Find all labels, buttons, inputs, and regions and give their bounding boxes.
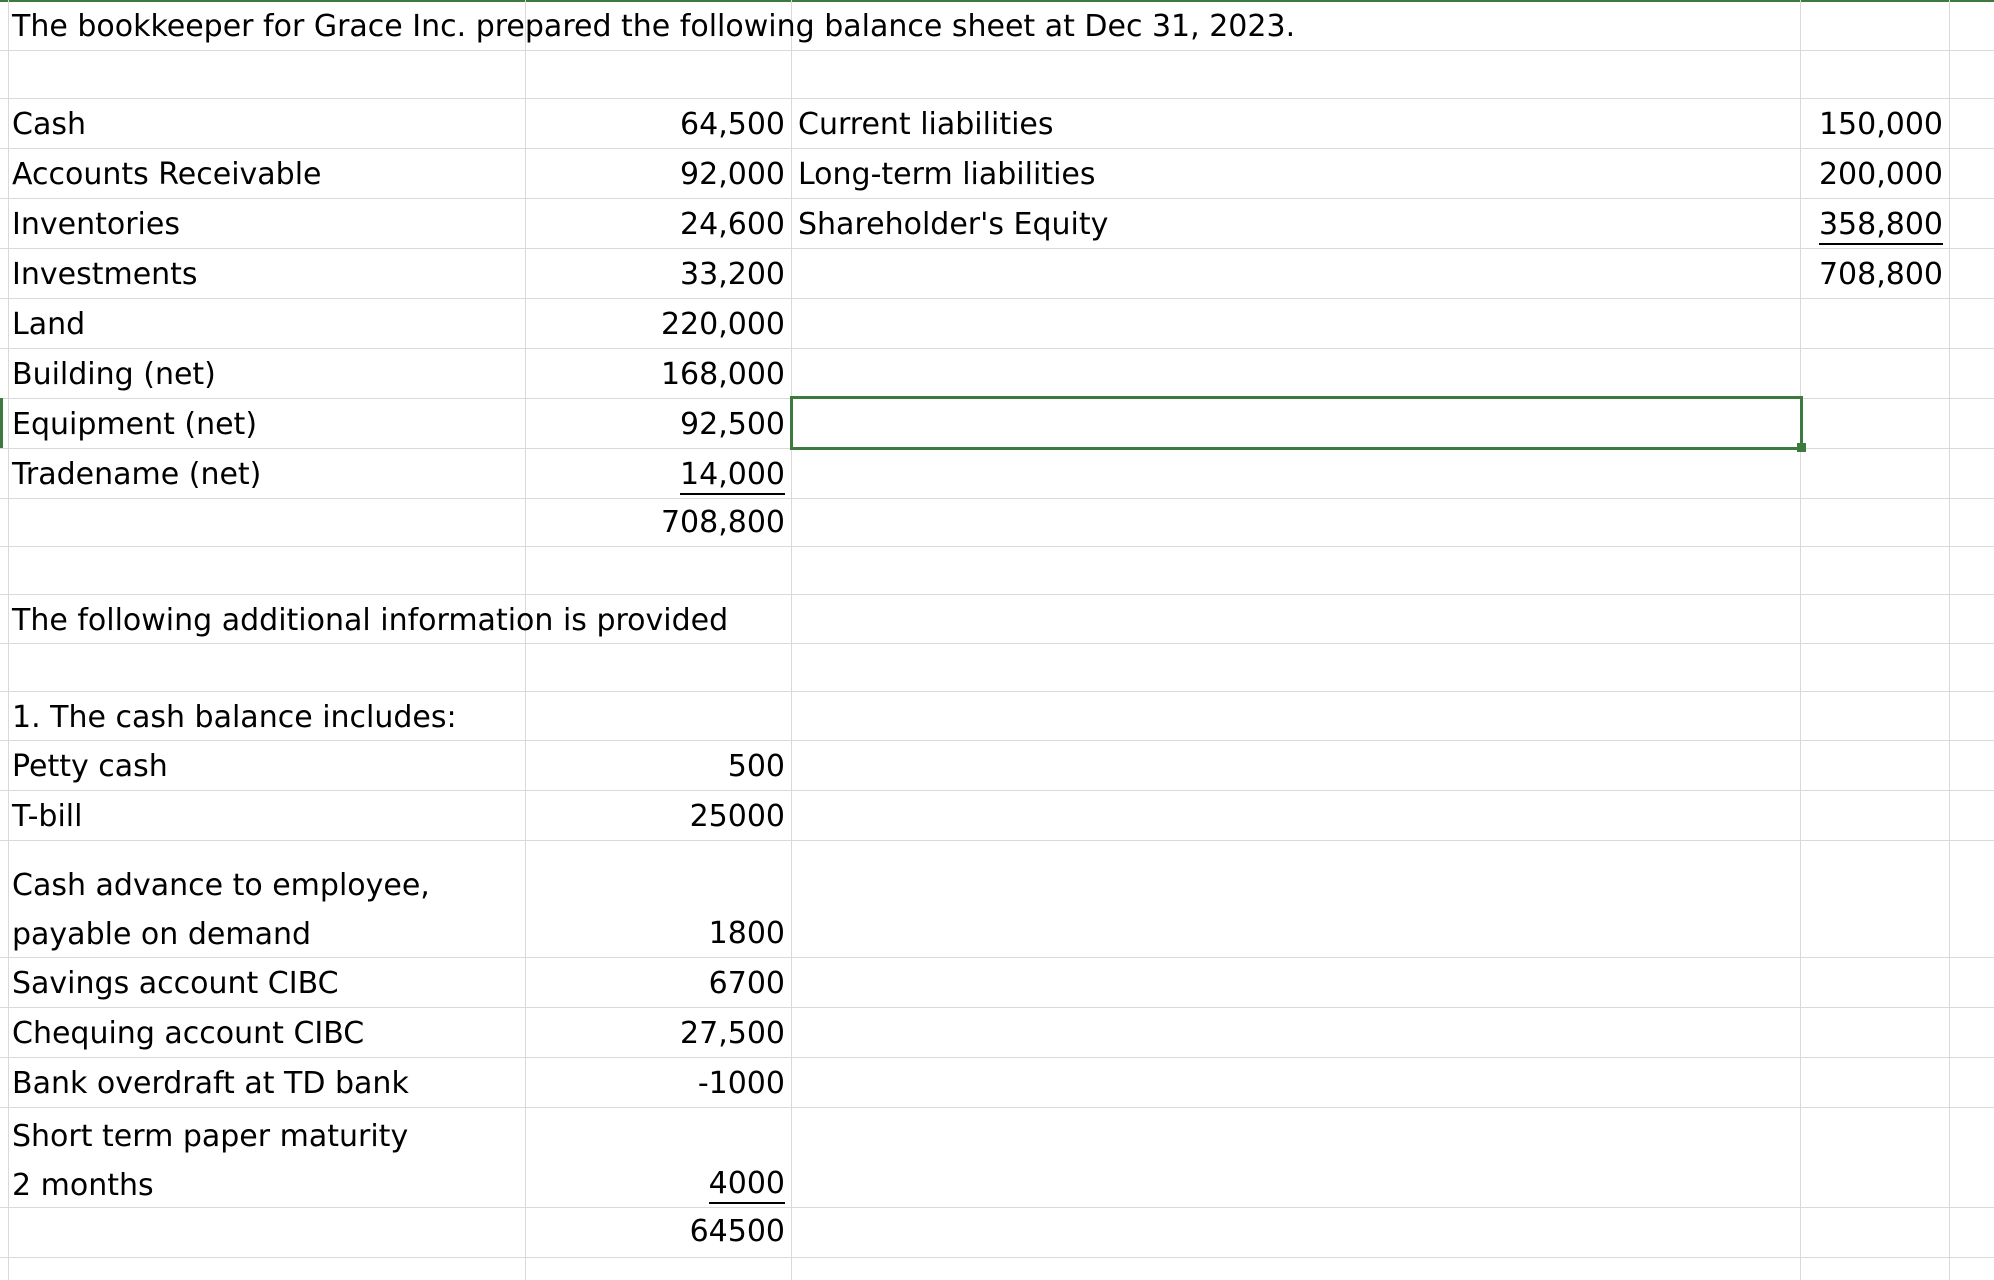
gridline xyxy=(0,840,1994,841)
asset-value-cash[interactable]: 64,500 xyxy=(680,107,785,142)
asset-label-investments[interactable]: Investments xyxy=(12,257,198,292)
cash-breakdown-heading[interactable]: 1. The cash balance includes: xyxy=(12,700,457,735)
cash-item-value[interactable]: 4000 xyxy=(528,1166,785,1204)
gridline xyxy=(0,50,1994,51)
liability-value-current[interactable]: 150,000 xyxy=(1818,107,1943,142)
gridline xyxy=(525,0,526,1280)
asset-value-building[interactable]: 168,000 xyxy=(660,357,785,392)
top-edge xyxy=(0,0,1994,2)
liability-label-current[interactable]: Current liabilities xyxy=(798,107,1054,142)
liability-value-longterm[interactable]: 200,000 xyxy=(1818,157,1943,192)
asset-value-inventories[interactable]: 24,600 xyxy=(680,207,785,242)
cash-item-value[interactable]: 500 xyxy=(727,749,785,784)
additional-info-heading[interactable]: The following additional information is … xyxy=(12,603,729,638)
gridline xyxy=(0,1207,1994,1208)
gridline xyxy=(0,546,1994,547)
active-row-marker xyxy=(0,398,3,448)
cash-item-value[interactable]: 6700 xyxy=(708,966,785,1001)
selected-cell[interactable] xyxy=(790,396,1803,450)
asset-value-tradename[interactable]: 14,000 xyxy=(528,457,785,495)
cash-item-value[interactable]: 1800 xyxy=(708,916,785,951)
gridline xyxy=(0,643,1994,644)
asset-value-ar[interactable]: 92,000 xyxy=(680,157,785,192)
cash-item-value[interactable]: 25000 xyxy=(689,799,785,834)
gridline xyxy=(0,248,1994,249)
equity-value[interactable]: 358,800 xyxy=(1803,207,1943,245)
cash-item-label[interactable]: Short term paper maturity 2 months xyxy=(12,1119,409,1203)
gridline xyxy=(791,0,792,1280)
gridline xyxy=(0,957,1994,958)
gridline xyxy=(0,691,1994,692)
gridline xyxy=(0,98,1994,99)
equity-label[interactable]: Shareholder's Equity xyxy=(798,207,1109,242)
liabilities-total[interactable]: 708,800 xyxy=(1818,257,1943,292)
gridline xyxy=(0,1257,1994,1258)
gridline xyxy=(0,740,1994,741)
gridline xyxy=(0,148,1994,149)
cash-item-label[interactable]: Bank overdraft at TD bank xyxy=(12,1066,409,1101)
asset-label-inventories[interactable]: Inventories xyxy=(12,207,180,242)
cash-item-label[interactable]: Petty cash xyxy=(12,749,168,784)
asset-label-cash[interactable]: Cash xyxy=(12,107,86,142)
gridline xyxy=(0,498,1994,499)
cash-item-label[interactable]: Cash advance to employee, payable on dem… xyxy=(12,868,430,952)
asset-label-land[interactable]: Land xyxy=(12,307,86,342)
cash-item-value-text: 4000 xyxy=(708,1166,785,1204)
liability-label-longterm[interactable]: Long-term liabilities xyxy=(798,157,1096,192)
gridline xyxy=(0,298,1994,299)
gridline xyxy=(8,0,9,1280)
cash-item-value[interactable]: -1000 xyxy=(697,1066,785,1101)
gridline xyxy=(0,348,1994,349)
gridline xyxy=(0,1007,1994,1008)
asset-value-investments[interactable]: 33,200 xyxy=(680,257,785,292)
asset-value-equipment[interactable]: 92,500 xyxy=(680,407,785,442)
cash-item-label[interactable]: Chequing account CIBC xyxy=(12,1016,365,1051)
asset-value-land[interactable]: 220,000 xyxy=(660,307,785,342)
asset-value-tradename-text: 14,000 xyxy=(680,457,785,495)
assets-total[interactable]: 708,800 xyxy=(660,505,785,540)
gridline xyxy=(0,790,1994,791)
gridline xyxy=(0,1057,1994,1058)
gridline xyxy=(1800,0,1801,1280)
cash-item-label[interactable]: Savings account CIBC xyxy=(12,966,339,1001)
asset-label-building[interactable]: Building (net) xyxy=(12,357,216,392)
gridline xyxy=(1949,0,1950,1280)
cash-item-value[interactable]: 27,500 xyxy=(680,1016,785,1051)
gridline xyxy=(0,594,1994,595)
sheet-title[interactable]: The bookkeeper for Grace Inc. prepared t… xyxy=(12,9,1296,44)
asset-label-equipment[interactable]: Equipment (net) xyxy=(12,407,258,442)
fill-handle[interactable] xyxy=(1797,443,1806,452)
gridline xyxy=(0,1107,1994,1108)
gridline xyxy=(0,198,1994,199)
asset-label-tradename[interactable]: Tradename (net) xyxy=(12,457,262,492)
cash-item-label[interactable]: T-bill xyxy=(12,799,83,834)
cash-total[interactable]: 64500 xyxy=(689,1214,785,1249)
equity-value-text: 358,800 xyxy=(1818,207,1943,245)
asset-label-ar[interactable]: Accounts Receivable xyxy=(12,157,322,192)
